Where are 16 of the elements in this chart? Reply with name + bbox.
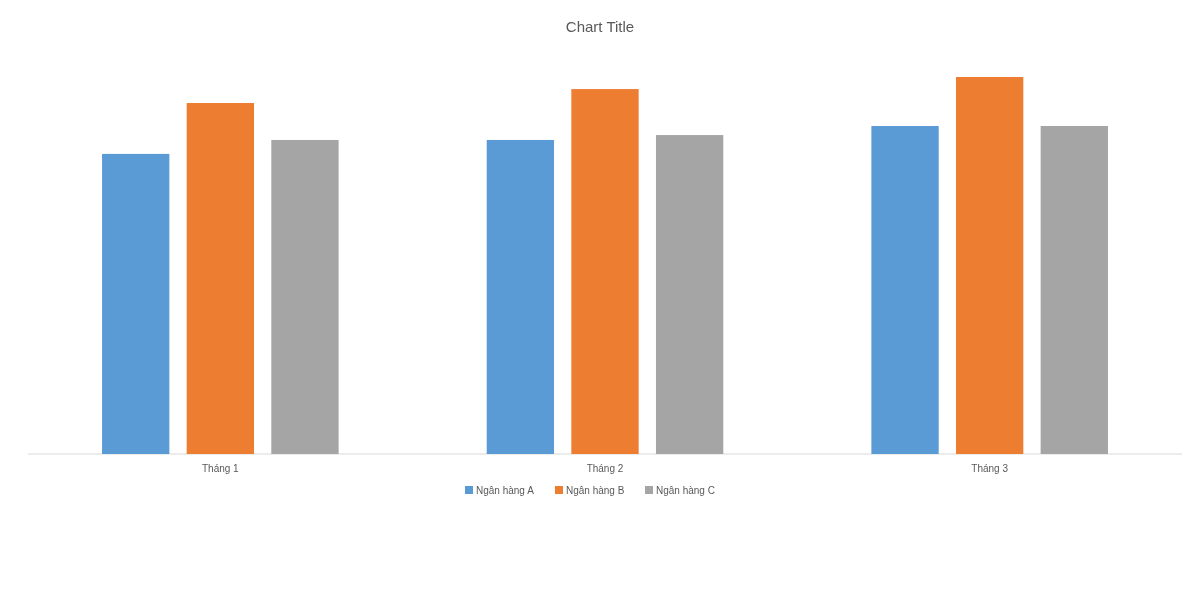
chart-title: Chart Title xyxy=(565,18,635,35)
legend-label: Ngân hàng A xyxy=(476,485,535,496)
bar xyxy=(1040,126,1108,454)
bar xyxy=(956,77,1024,454)
x-tick-label: Tháng 1 xyxy=(201,463,240,474)
legend-label: Ngân hàng C xyxy=(656,485,715,496)
bar xyxy=(102,153,170,454)
bar xyxy=(271,139,339,454)
bar xyxy=(486,139,555,454)
bar xyxy=(186,103,254,454)
bar xyxy=(571,89,639,454)
x-tick-label: Tháng 2 xyxy=(586,463,624,474)
legend-label: Ngân hàng B xyxy=(566,485,625,496)
x-tick-label: Tháng 3 xyxy=(971,463,1009,474)
bar xyxy=(871,126,939,454)
bar xyxy=(655,135,724,454)
